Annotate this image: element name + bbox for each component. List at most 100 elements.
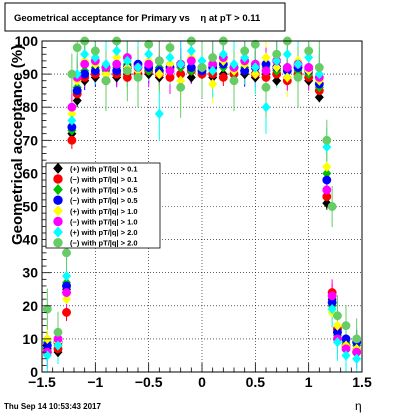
data-point	[352, 353, 362, 364]
data-point	[304, 63, 314, 72]
data-point	[272, 49, 282, 59]
data-point	[261, 52, 271, 63]
data-point	[67, 102, 77, 112]
data-point	[304, 52, 314, 63]
data-point	[67, 135, 77, 145]
legend-label: (+) with pT/|q| > 1.0	[70, 207, 138, 216]
data-point	[154, 108, 164, 120]
y-tick-label: 80	[22, 99, 38, 115]
legend-label: (−) with pT/|q| > 2.0	[70, 239, 138, 248]
y-axis-label: Geometrical acceptance (%)	[9, 45, 26, 245]
legend-marker	[53, 195, 63, 205]
data-point	[165, 66, 175, 76]
data-point	[53, 340, 63, 351]
data-point	[327, 291, 337, 301]
legend-label: (−) with pT/|q| > 1.0	[70, 217, 138, 226]
y-tick-label: 60	[22, 165, 38, 181]
data-point	[186, 45, 196, 57]
data-point	[314, 92, 324, 103]
data-point	[218, 49, 228, 60]
data-point	[208, 65, 218, 77]
data-point	[218, 72, 228, 82]
data-point	[122, 55, 132, 67]
y-tick-label: 50	[22, 199, 38, 215]
legend-label: (+) with pT/|q| > 2.0	[70, 228, 138, 237]
legend-marker	[53, 226, 63, 238]
data-point	[240, 46, 250, 56]
data-point	[72, 95, 82, 106]
legend-label: (+) with pT/|q| > 0.1	[70, 164, 138, 173]
y-tick-label: 100	[15, 33, 39, 49]
data-point	[90, 46, 100, 56]
data-point	[176, 82, 186, 92]
x-tick-label: −0.5	[135, 374, 163, 390]
legend-box	[45, 162, 161, 249]
data-point	[322, 175, 332, 185]
data-point	[272, 75, 282, 86]
legend-label: (−) with pT/|q| > 0.5	[70, 196, 138, 205]
y-tick-label: 20	[22, 298, 38, 314]
y-tick-label: 90	[22, 66, 38, 82]
title-box	[4, 2, 286, 32]
legend-label: (+) with pT/|q| > 0.5	[70, 186, 138, 195]
data-point	[62, 288, 71, 298]
timestamp: Thu Sep 14 10:53:43 2017	[4, 402, 101, 411]
data-point	[122, 66, 132, 76]
data-point	[133, 72, 143, 82]
data-point	[42, 304, 52, 314]
data-point	[90, 52, 100, 63]
data-point	[165, 43, 175, 53]
data-point	[293, 58, 303, 70]
data-point	[240, 52, 250, 63]
legend-marker	[53, 162, 63, 174]
data-point	[282, 49, 292, 60]
data-point	[341, 321, 351, 331]
data-point	[282, 63, 292, 72]
x-tick-label: 0	[198, 374, 206, 390]
data-point	[261, 66, 271, 76]
data-point	[133, 62, 143, 73]
x-tick-label: 1.5	[352, 374, 372, 390]
data-point	[322, 185, 332, 195]
data-point	[154, 56, 164, 66]
data-point	[261, 101, 271, 113]
data-point	[229, 58, 239, 70]
data-point	[186, 72, 196, 83]
data-point	[333, 311, 342, 321]
x-tick-label: 1	[305, 374, 313, 390]
y-tick-label: 10	[22, 331, 38, 347]
chart-title: Geometrical acceptance for Primary vs η …	[14, 13, 261, 24]
data-point	[62, 293, 72, 305]
legend-marker	[53, 183, 63, 196]
data-point	[229, 76, 239, 86]
data-point	[250, 68, 260, 80]
data-point	[208, 53, 218, 62]
data-point	[304, 46, 314, 56]
legend-label: (−) with pT/|q| > 0.1	[70, 175, 138, 184]
legend-marker	[53, 216, 63, 227]
data-point	[62, 270, 72, 282]
data-point	[293, 72, 303, 82]
data-point	[322, 161, 332, 172]
data-point	[250, 39, 260, 49]
data-point	[197, 63, 207, 72]
data-point	[327, 303, 337, 315]
data-point	[332, 336, 342, 348]
data-point	[208, 78, 218, 90]
data-point	[62, 248, 71, 258]
data-point	[80, 59, 90, 69]
data-point	[144, 49, 154, 60]
data-point	[53, 327, 63, 337]
data-point	[144, 59, 154, 69]
data-point	[42, 350, 52, 361]
y-tick-label: 30	[22, 265, 38, 281]
data-point	[186, 56, 196, 66]
data-point	[67, 69, 77, 79]
data-point	[80, 49, 90, 60]
x-axis-label: η	[355, 399, 362, 413]
data-point	[341, 350, 351, 361]
data-point	[62, 307, 71, 317]
data-point	[261, 82, 271, 92]
